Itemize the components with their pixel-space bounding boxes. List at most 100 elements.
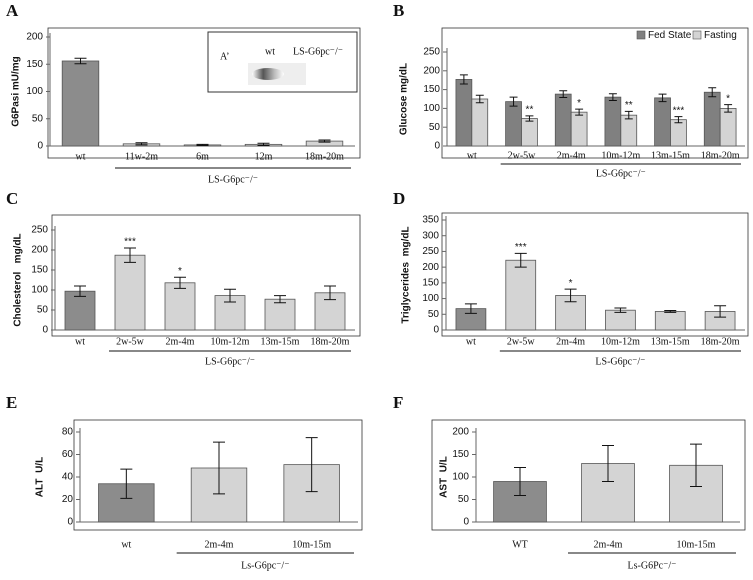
error-bar xyxy=(213,441,225,495)
y-tick-label: 40 xyxy=(62,472,74,483)
bar xyxy=(64,290,96,331)
y-tick-label: 150 xyxy=(31,265,48,276)
y-tick-label: 200 xyxy=(423,65,440,76)
y-tick-label: 80 xyxy=(62,427,74,438)
x-tick-label: 2m-4m xyxy=(166,336,195,347)
y-tick-label: 0 xyxy=(433,325,439,336)
y-tick-label: 250 xyxy=(31,225,48,236)
error-bar xyxy=(324,285,336,301)
bar xyxy=(264,298,296,331)
legend-swatch xyxy=(692,30,702,40)
group-label: Ls-G6pc⁻/⁻ xyxy=(241,560,289,571)
plot-frame xyxy=(73,419,363,531)
y-tick-label: 0 xyxy=(434,141,440,152)
bar xyxy=(164,282,196,331)
x-tick-label: 11w-2m xyxy=(125,151,158,162)
error-bar xyxy=(559,90,568,98)
x-tick-label: 2m-4m xyxy=(594,539,623,550)
panel-letter: A xyxy=(6,1,19,20)
x-tick-label: 18m-20m xyxy=(701,150,740,161)
bar xyxy=(521,118,538,147)
y-tick-label: 250 xyxy=(423,47,440,58)
group-label: LS-G6pc⁻/⁻ xyxy=(595,356,645,367)
y-tick-label: 100 xyxy=(452,472,469,483)
error-bar xyxy=(464,303,477,314)
panel-letter: C xyxy=(6,189,18,208)
legend-label: Fasting xyxy=(704,30,737,41)
bar xyxy=(455,79,473,147)
x-tick-label: 18m-20m xyxy=(701,336,740,347)
y-tick-label: 250 xyxy=(422,246,439,257)
bar xyxy=(654,311,686,331)
error-bar xyxy=(124,247,136,263)
x-tick-label: 2m-4m xyxy=(205,539,234,550)
error-bar xyxy=(724,104,733,113)
panel-letter: E xyxy=(6,393,17,412)
error-bar xyxy=(224,288,236,303)
bar xyxy=(703,91,721,147)
bar xyxy=(670,119,687,147)
x-tick-label: wt xyxy=(466,336,476,347)
error-bar xyxy=(257,142,270,146)
y-axis-label: Glucose mg/dL xyxy=(399,63,410,135)
bar xyxy=(604,96,622,147)
bar xyxy=(654,97,671,147)
plot-frame xyxy=(431,419,746,531)
error-bar xyxy=(274,295,286,304)
error-bar xyxy=(602,445,614,482)
x-tick-label: 2w-5w xyxy=(508,150,537,161)
y-tick-label: 100 xyxy=(31,285,48,296)
legend-swatch xyxy=(636,30,646,40)
error-bar xyxy=(575,108,584,116)
x-tick-label: 13m-15m xyxy=(651,150,690,161)
error-bar xyxy=(174,276,186,289)
y-tick-label: 50 xyxy=(428,309,440,320)
error-bar xyxy=(120,468,133,499)
y-axis-label: Triglycerides mg/dL xyxy=(401,226,412,323)
bar xyxy=(471,98,489,147)
bar xyxy=(114,254,146,331)
significance: * xyxy=(577,98,581,109)
y-tick-label: 50 xyxy=(32,113,44,124)
bar xyxy=(505,101,522,147)
y-tick-label: 150 xyxy=(452,449,469,460)
error-bar xyxy=(614,307,627,313)
error-bar xyxy=(658,93,667,103)
y-tick-label: 50 xyxy=(429,122,441,133)
y-tick-label: 50 xyxy=(458,494,470,505)
y-tick-label: 100 xyxy=(422,293,439,304)
error-bar xyxy=(74,285,86,297)
x-tick-label: WT xyxy=(512,539,528,550)
error-bar xyxy=(514,467,526,496)
significance: * xyxy=(178,266,182,277)
y-tick-label: 0 xyxy=(463,517,469,528)
x-tick-label: 2w-5w xyxy=(507,336,536,347)
x-tick-label: 13m-15m xyxy=(261,336,300,347)
y-axis-label: AST U/L xyxy=(439,456,450,498)
significance: *** xyxy=(515,242,527,253)
significance: *** xyxy=(673,105,685,116)
y-tick-label: 200 xyxy=(452,427,469,438)
x-tick-label: 10m-12m xyxy=(211,336,250,347)
significance: * xyxy=(726,93,730,104)
bar xyxy=(61,60,100,147)
y-tick-label: 100 xyxy=(26,86,43,97)
significance: ** xyxy=(625,100,633,111)
y-tick-label: 60 xyxy=(62,449,74,460)
y-tick-label: 200 xyxy=(422,262,439,273)
error-bar xyxy=(624,110,633,120)
inset-lane: LS-G6pc⁻/⁻ xyxy=(293,46,343,57)
x-tick-label: wt xyxy=(121,539,131,550)
y-axis-label: ALT U/L xyxy=(35,457,46,497)
y-tick-label: 150 xyxy=(26,59,43,70)
panel-letter: B xyxy=(393,1,404,20)
error-bar xyxy=(664,310,677,313)
x-tick-label: 18m-20m xyxy=(311,336,350,347)
y-tick-label: 50 xyxy=(37,305,49,316)
error-bar xyxy=(514,252,527,268)
y-tick-label: 100 xyxy=(423,103,440,114)
error-bar xyxy=(525,115,534,122)
y-tick-label: 200 xyxy=(26,32,43,43)
error-bar xyxy=(674,116,683,124)
